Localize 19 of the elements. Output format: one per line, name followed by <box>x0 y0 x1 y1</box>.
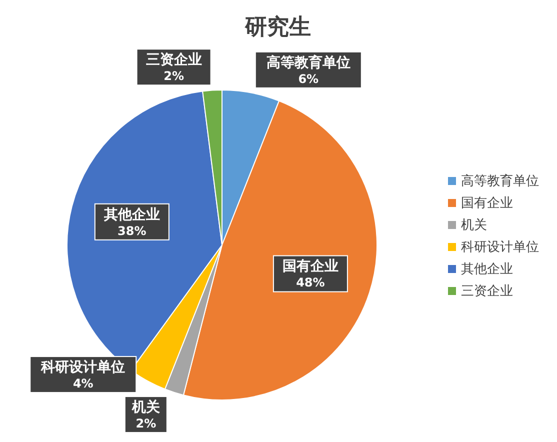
legend-label: 国有企业 <box>461 196 513 211</box>
slice-label: 国有企业 <box>282 258 338 275</box>
chart-title: 研究生 <box>244 14 311 40</box>
slice-label: 机关 <box>130 398 160 416</box>
legend-label: 机关 <box>461 218 487 233</box>
slice-label: 三资企业 <box>146 52 202 68</box>
data-label: 48% <box>296 276 325 290</box>
slice-label: 高等教育单位 <box>266 54 350 71</box>
data-label: 2% <box>164 69 184 84</box>
legend-label: 其他企业 <box>461 262 513 277</box>
data-label: 2% <box>136 416 156 431</box>
data-label: 4% <box>72 376 94 391</box>
legend-label: 三资企业 <box>461 284 513 299</box>
data-label: 6% <box>298 72 319 86</box>
slice-label: 其他企业 <box>102 206 160 223</box>
legend-label: 科研设计单位 <box>461 240 539 255</box>
legend-label: 高等教育单位 <box>461 173 539 189</box>
slice-label: 科研设计单位 <box>40 360 126 376</box>
data-label: 38% <box>118 224 146 238</box>
